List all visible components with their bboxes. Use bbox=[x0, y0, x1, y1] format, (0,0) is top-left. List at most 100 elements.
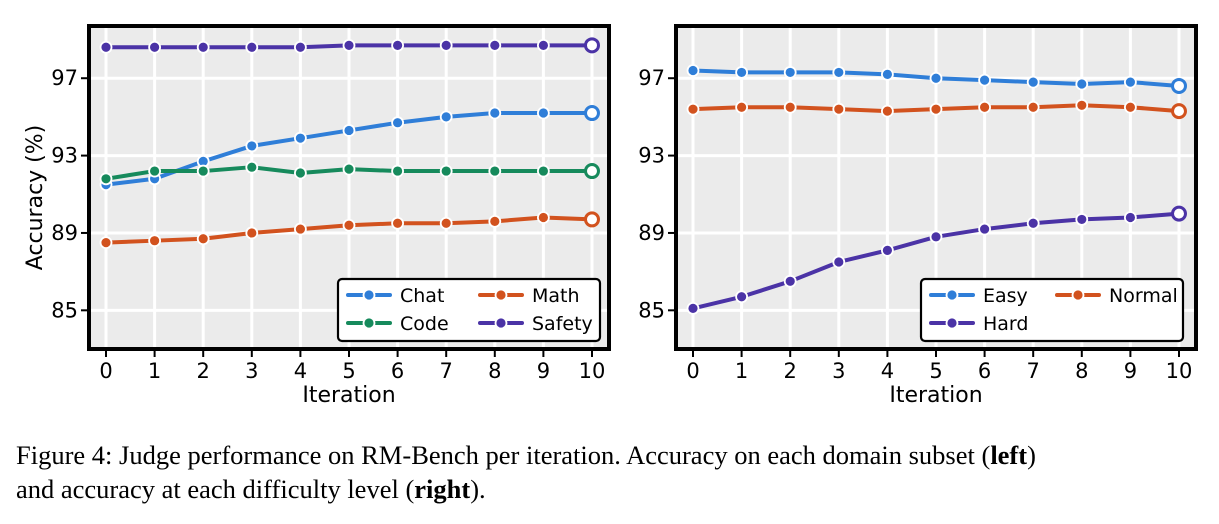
data-point-safety bbox=[391, 38, 404, 52]
data-point-normal bbox=[1026, 100, 1040, 114]
data-point-normal bbox=[1123, 100, 1137, 114]
data-point-normal bbox=[686, 102, 700, 116]
y-tick-label: 85 bbox=[51, 298, 78, 322]
data-point-code bbox=[245, 160, 259, 174]
y-tick-label: 89 bbox=[638, 221, 665, 245]
data-point-normal bbox=[1170, 103, 1187, 120]
data-point-normal bbox=[832, 102, 846, 116]
y-tick-label: 93 bbox=[638, 144, 665, 168]
data-point-code bbox=[196, 164, 210, 178]
plot-frame bbox=[674, 24, 1198, 351]
data-point-hard bbox=[1075, 213, 1089, 226]
data-point-easy bbox=[1026, 75, 1040, 89]
legend-swatch-marker bbox=[945, 316, 959, 330]
x-tick-label: 10 bbox=[1166, 359, 1193, 383]
data-point-safety bbox=[536, 38, 550, 52]
data-point-easy bbox=[686, 64, 700, 77]
data-point-math bbox=[439, 216, 453, 230]
legend-item-chat: Chat bbox=[346, 285, 444, 307]
x-tick-label: 1 bbox=[148, 359, 161, 383]
data-point-code bbox=[391, 164, 404, 178]
legend-label: Code bbox=[400, 313, 449, 335]
y-tick-label: 97 bbox=[51, 66, 78, 90]
x-axis-label: Iteration bbox=[302, 383, 395, 408]
x-tick-label: 4 bbox=[881, 359, 894, 383]
x-tick-label: 1 bbox=[735, 359, 748, 383]
y-axis-label: Accuracy (%) bbox=[23, 125, 48, 271]
x-axis-label: Iteration bbox=[889, 383, 982, 408]
data-point-math bbox=[196, 232, 210, 246]
legend-label: Safety bbox=[532, 313, 593, 335]
data-point-math bbox=[488, 214, 502, 228]
data-point-normal bbox=[929, 102, 943, 116]
data-point-hard bbox=[735, 290, 749, 304]
data-point-safety bbox=[148, 40, 162, 54]
data-point-easy bbox=[832, 66, 846, 79]
caption-bold-left: left bbox=[990, 440, 1028, 470]
data-point-hard bbox=[929, 230, 943, 244]
x-tick-label: 9 bbox=[537, 359, 550, 383]
legend-swatch-marker bbox=[1071, 288, 1085, 302]
data-point-code bbox=[536, 164, 550, 178]
data-point-normal bbox=[735, 100, 749, 114]
data-point-safety bbox=[439, 38, 453, 52]
x-tick-label: 8 bbox=[1075, 359, 1088, 383]
data-point-code bbox=[583, 163, 600, 180]
data-point-normal bbox=[881, 104, 894, 118]
y-tick-label: 89 bbox=[51, 221, 78, 245]
data-point-normal bbox=[978, 100, 991, 114]
data-point-math bbox=[148, 234, 162, 248]
data-point-chat bbox=[245, 139, 259, 153]
y-tick-label: 97 bbox=[638, 66, 665, 90]
legend-item-normal: Normal bbox=[1055, 285, 1178, 307]
x-tick-label: 9 bbox=[1124, 359, 1137, 383]
data-point-easy bbox=[783, 66, 797, 79]
x-tick-label: 0 bbox=[686, 359, 699, 383]
data-point-hard bbox=[1026, 216, 1040, 230]
data-point-math bbox=[391, 216, 404, 230]
figure-caption: Figure 4: Judge performance on RM-Bench … bbox=[16, 438, 1206, 506]
data-point-math bbox=[294, 222, 307, 236]
data-point-code bbox=[99, 172, 113, 186]
data-point-safety bbox=[245, 40, 259, 54]
caption-prefix: Figure 4: Judge performance on RM-Bench … bbox=[16, 440, 991, 470]
legend-label: Easy bbox=[983, 285, 1028, 307]
data-point-code bbox=[148, 164, 162, 178]
data-point-safety bbox=[196, 40, 210, 54]
legend-box bbox=[336, 277, 602, 343]
data-point-code bbox=[488, 164, 502, 178]
data-point-hard bbox=[978, 222, 991, 236]
legend-swatch-marker bbox=[494, 316, 508, 330]
x-tick-label: 3 bbox=[245, 359, 258, 383]
data-point-code bbox=[439, 164, 453, 178]
data-point-math bbox=[583, 211, 600, 228]
data-point-normal bbox=[1075, 98, 1089, 112]
x-tick-label: 8 bbox=[488, 359, 501, 383]
legend-item-code: Code bbox=[346, 313, 449, 335]
legend-swatch-marker bbox=[362, 316, 376, 330]
data-point-safety bbox=[583, 37, 600, 54]
data-point-easy bbox=[1170, 77, 1187, 94]
plot-frame bbox=[87, 24, 611, 351]
legend-label: Chat bbox=[400, 285, 444, 307]
x-tick-label: 3 bbox=[832, 359, 845, 383]
caption-suffix: ). bbox=[470, 474, 486, 504]
data-point-hard bbox=[783, 274, 797, 288]
data-point-chat bbox=[583, 105, 600, 122]
data-point-hard bbox=[1123, 211, 1137, 224]
y-tick-label: 93 bbox=[51, 144, 78, 168]
data-point-hard bbox=[881, 243, 894, 257]
x-tick-label: 7 bbox=[440, 359, 453, 383]
data-point-chat bbox=[342, 124, 356, 137]
data-point-easy bbox=[881, 67, 894, 81]
data-point-easy bbox=[735, 66, 749, 79]
x-tick-label: 6 bbox=[978, 359, 991, 383]
caption-bold-right: right bbox=[414, 474, 471, 504]
data-point-code bbox=[342, 162, 356, 176]
legend-swatch-marker bbox=[362, 288, 376, 302]
data-point-chat bbox=[294, 131, 307, 145]
data-point-chat bbox=[439, 110, 453, 124]
x-tick-label: 5 bbox=[342, 359, 355, 383]
